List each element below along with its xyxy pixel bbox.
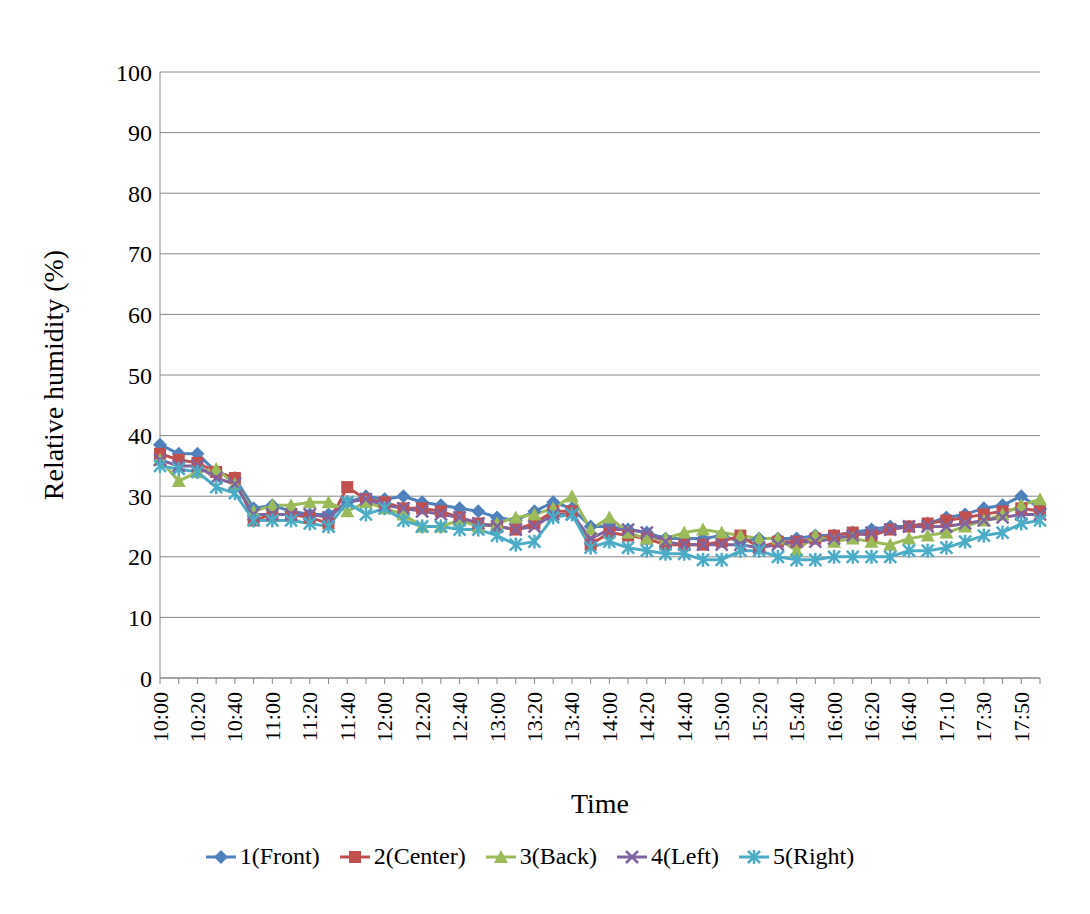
svg-text:11:00: 11:00 — [260, 692, 285, 741]
html-text:4(Left): 4(Left) — [651, 843, 719, 869]
svg-text:40: 40 — [128, 423, 152, 449]
svg-text:13:20: 13:20 — [522, 692, 547, 742]
svg-text:10:20: 10:20 — [185, 692, 210, 742]
svg-text:30: 30 — [128, 484, 152, 510]
svg-text:14:40: 14:40 — [672, 692, 697, 742]
svg-text:Time: Time — [571, 788, 629, 819]
html-text:1(Front): 1(Front) — [239, 843, 320, 869]
svg-text:16:20: 16:20 — [859, 692, 884, 742]
svg-text:90: 90 — [128, 120, 152, 146]
svg-text:14:00: 14:00 — [597, 692, 622, 742]
html-text:2(Center): 2(Center) — [373, 843, 466, 869]
svg-text:Relative humidity (%): Relative humidity (%) — [38, 250, 69, 500]
svg-text:16:00: 16:00 — [822, 692, 847, 742]
html-text:3(Back): 3(Back) — [519, 843, 597, 869]
svg-text:100: 100 — [116, 60, 152, 86]
svg-text:50: 50 — [128, 363, 152, 389]
svg-text:60: 60 — [128, 302, 152, 328]
svg-text:15:00: 15:00 — [709, 692, 734, 742]
svg-text:12:20: 12:20 — [410, 692, 435, 742]
svg-text:11:20: 11:20 — [297, 692, 322, 741]
svg-text:80: 80 — [128, 181, 152, 207]
svg-text:70: 70 — [128, 241, 152, 267]
svg-text:11:40: 11:40 — [335, 692, 360, 741]
svg-text:13:40: 13:40 — [559, 692, 584, 742]
svg-text:0: 0 — [140, 666, 152, 692]
svg-text:20: 20 — [128, 544, 152, 570]
svg-text:17:50: 17:50 — [1009, 692, 1034, 742]
svg-text:10:00: 10:00 — [148, 692, 173, 742]
svg-text:10: 10 — [128, 605, 152, 631]
svg-text:17:30: 17:30 — [971, 692, 996, 742]
svg-text:14:20: 14:20 — [634, 692, 659, 742]
svg-text:13:00: 13:00 — [485, 692, 510, 742]
svg-text:12:00: 12:00 — [372, 692, 397, 742]
svg-text:12:40: 12:40 — [447, 692, 472, 742]
svg-text:17:10: 17:10 — [934, 692, 959, 742]
html-text:5(Right): 5(Right) — [773, 843, 855, 869]
svg-text:16:40: 16:40 — [896, 692, 921, 742]
svg-text:15:40: 15:40 — [784, 692, 809, 742]
svg-text:10:40: 10:40 — [222, 692, 247, 742]
svg-text:15:20: 15:20 — [747, 692, 772, 742]
